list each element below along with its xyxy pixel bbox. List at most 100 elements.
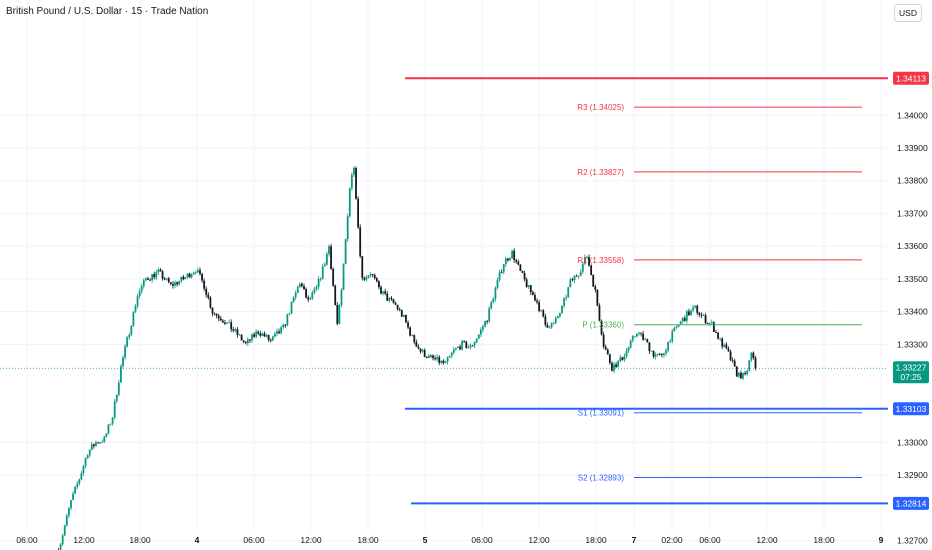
candle-body: [729, 351, 732, 361]
candle-body: [712, 322, 715, 333]
candle-body: [219, 318, 222, 321]
candle-body: [267, 335, 270, 340]
candle-body: [313, 289, 316, 293]
candle-body: [717, 332, 719, 339]
candle-body: [355, 167, 357, 199]
candle-body: [273, 333, 276, 337]
candle-body: [527, 285, 530, 287]
candle-body: [178, 281, 181, 285]
candle-body: [338, 305, 341, 324]
candle-body: [80, 473, 83, 480]
candle-body: [138, 291, 141, 297]
candle-body: [353, 167, 355, 175]
price-level-tag-label: 1.34113: [896, 73, 926, 83]
candle-body: [750, 352, 753, 361]
candle-body: [731, 360, 734, 361]
candle-body: [606, 349, 609, 355]
candle-body: [365, 277, 368, 280]
candle-body: [683, 318, 686, 321]
candle-body: [688, 311, 690, 316]
candle-body: [459, 346, 461, 350]
candle-body: [95, 442, 97, 447]
candle-body: [203, 280, 206, 289]
candle-body: [592, 274, 595, 287]
candle-body: [311, 292, 314, 299]
candle-body: [417, 346, 420, 349]
candle-body: [579, 271, 582, 276]
candle-body: [132, 311, 135, 326]
candle-body: [190, 274, 193, 278]
candle-body: [97, 442, 99, 444]
candle-body: [392, 299, 395, 303]
candle-body: [346, 216, 349, 240]
candle-body: [719, 338, 722, 340]
candle-body: [199, 270, 201, 274]
candle-body: [309, 298, 312, 300]
time-axis[interactable]: 06:00 12:00 18:00 4 06:00 12:00 18:00 5 06:00 12:…: [16, 535, 883, 545]
candle-body: [221, 320, 224, 323]
candle-body: [650, 350, 653, 352]
candle-body: [367, 275, 370, 278]
candle-body: [671, 331, 674, 342]
candle-body: [82, 465, 85, 474]
candle-body: [261, 333, 264, 336]
candle-body: [217, 315, 220, 319]
candle-body: [394, 302, 397, 305]
grid: [0, 0, 888, 542]
candle-body: [226, 322, 228, 324]
candle-body: [702, 315, 705, 317]
candle-body: [523, 272, 526, 280]
candle-body: [685, 311, 688, 321]
candle-body: [126, 337, 129, 347]
candle-body: [517, 261, 520, 265]
candle-body: [519, 264, 522, 271]
candle-body: [448, 355, 451, 358]
candle-body: [727, 348, 730, 352]
price-tick-label: 1.33600: [897, 241, 928, 251]
candle-body: [652, 350, 655, 357]
candle-body: [340, 289, 343, 306]
time-tick-label: 18:00: [813, 535, 835, 545]
candle-body: [115, 394, 118, 402]
candle-body: [484, 321, 486, 327]
candle-body: [325, 253, 328, 265]
candle-body: [113, 401, 116, 418]
candle-body: [120, 366, 122, 383]
candle-body: [619, 357, 622, 362]
time-tick-label: 06:00: [243, 535, 265, 545]
candle-body: [438, 357, 441, 363]
candle-body: [269, 339, 272, 341]
price-axis[interactable]: 1.34000 1.33900 1.33800 1.33700 1.33600 1.335…: [897, 110, 928, 545]
candle-body: [742, 373, 744, 379]
candle-body: [292, 297, 295, 302]
candle-body: [230, 322, 233, 330]
candle-body: [625, 350, 628, 357]
candle-body: [251, 334, 253, 341]
candle-body: [550, 323, 553, 328]
candle-body: [70, 500, 72, 509]
currency-button[interactable]: USD: [894, 4, 922, 22]
candle-body: [696, 305, 699, 313]
candle-body: [740, 372, 742, 379]
candle-body: [540, 310, 543, 312]
candle-body: [432, 355, 434, 359]
candle-body: [321, 266, 324, 279]
candle-body: [648, 342, 651, 352]
candle-body: [307, 297, 310, 300]
candle-body: [598, 305, 601, 321]
candle-body: [477, 334, 480, 339]
candle-body: [92, 444, 95, 447]
price-level-tag-label: 1.33103: [896, 404, 927, 414]
pivot-label: P (1.33360): [582, 321, 624, 330]
candle-body: [706, 323, 709, 324]
candle-body: [380, 287, 382, 294]
candle-body: [286, 314, 289, 325]
candle-body: [147, 278, 149, 280]
candle-body: [573, 275, 576, 281]
candle-body: [427, 355, 430, 358]
candle-body: [215, 313, 218, 316]
candle-body: [698, 312, 701, 315]
candle-body: [76, 483, 79, 487]
